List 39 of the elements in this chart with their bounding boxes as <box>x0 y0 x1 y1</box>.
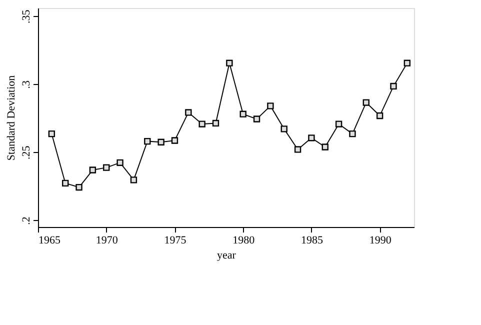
point <box>404 60 410 66</box>
point <box>226 60 233 66</box>
point <box>253 116 260 122</box>
point <box>335 120 342 128</box>
y-tick-label: .25 <box>20 145 32 160</box>
x-tick-label: 1970 <box>96 234 118 246</box>
point <box>294 146 302 153</box>
point <box>349 130 356 138</box>
y-tick-label: .2 <box>20 216 32 225</box>
point <box>267 102 274 110</box>
point <box>48 130 56 138</box>
point <box>376 112 384 120</box>
point <box>171 137 178 144</box>
point <box>103 164 110 171</box>
x-tick-label: 1965 <box>38 234 61 246</box>
y-tick-label: .35 <box>20 9 32 24</box>
point <box>130 176 138 184</box>
point <box>362 99 370 106</box>
x-tick-label: 1985 <box>300 234 324 246</box>
point <box>116 159 124 166</box>
x-axis-title: year <box>217 250 236 262</box>
point <box>144 138 151 145</box>
x-tick-label: 1975 <box>164 234 187 246</box>
y-tick-label: .3 <box>20 80 32 89</box>
point <box>76 184 82 191</box>
point <box>390 82 397 90</box>
point <box>212 120 220 127</box>
x-tick-label: 1980 <box>232 234 256 246</box>
point <box>240 110 246 118</box>
point <box>185 109 192 116</box>
point <box>280 126 288 132</box>
point <box>198 120 206 128</box>
point <box>62 180 69 187</box>
y-axis-title: Standard Deviation <box>6 74 18 161</box>
point <box>322 144 328 150</box>
point <box>308 134 315 142</box>
x-tick-label: 1990 <box>369 234 392 246</box>
point <box>89 166 96 174</box>
point <box>158 138 164 146</box>
